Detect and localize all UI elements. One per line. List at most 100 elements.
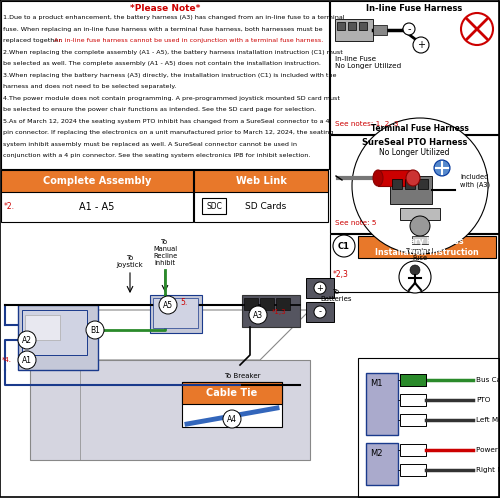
Bar [400,374,426,386]
Bar [390,176,432,204]
Circle shape [159,296,177,314]
Text: Bus Cable: Bus Cable [476,377,500,383]
Bar [1,1,329,169]
Text: -: - [407,24,411,34]
Text: In-line Fuse
No Longer Utilized: In-line Fuse No Longer Utilized [335,56,401,69]
Bar [330,135,499,233]
Bar [330,1,499,134]
Bar [400,208,440,220]
Text: An in-line fuse harness cannot be used in conjunction with a terminal fuse harne: An in-line fuse harness cannot be used i… [54,38,324,43]
Circle shape [333,235,355,257]
Text: Cable Tie: Cable Tie [206,388,258,398]
Bar [348,22,356,30]
Text: pin connector. If replacing the electronics on a unit manufactured prior to Marc: pin connector. If replacing the electron… [3,130,334,135]
Bar [335,19,373,41]
Text: Web Link: Web Link [236,176,286,186]
Circle shape [223,410,241,428]
Text: replaced together.: replaced together. [3,38,66,43]
Bar [378,170,413,186]
Ellipse shape [373,170,383,186]
Circle shape [399,261,431,293]
Bar [306,278,334,298]
Bar [366,373,398,435]
Circle shape [249,306,267,324]
Bar [392,179,402,189]
Circle shape [86,321,104,339]
Bar [306,302,334,322]
Text: be selected as well. The complete assembly (A1 - A5) does not contain the instal: be selected as well. The complete assemb… [3,61,321,66]
Bar [22,310,87,355]
Text: Terminal
Fuse: Terminal Fuse [406,248,434,261]
Text: A4: A4 [227,414,237,423]
Circle shape [410,265,420,275]
Circle shape [18,351,36,369]
Text: SD Cards: SD Cards [246,202,286,211]
Bar [182,382,282,427]
Text: *Please Note*: *Please Note* [130,3,200,12]
Text: 5.As of March 12, 2024 the seating system PTO inhibit has changed from a SureSea: 5.As of March 12, 2024 the seating syste… [3,119,330,124]
Text: *2.: *2. [4,202,15,211]
Text: *2,3: *2,3 [333,269,349,278]
Bar [400,464,426,476]
Bar [244,298,258,310]
Text: M2: M2 [370,449,382,458]
Bar [330,234,499,292]
Text: PTO: PTO [476,397,490,403]
Bar [358,358,499,497]
Text: Power Cable: Power Cable [476,447,500,453]
Bar [242,295,300,327]
Text: be selected to ensure the power chair functions as intended. See the SD card pag: be selected to ensure the power chair fu… [3,107,316,112]
Bar [194,170,328,222]
Text: 1.Due to a product enhancement, the battery harness (A3) has changed from an in-: 1.Due to a product enhancement, the batt… [3,15,344,20]
Ellipse shape [406,170,420,186]
Bar [276,298,290,310]
Text: A5: A5 [163,300,173,309]
Text: +: + [417,40,425,50]
Circle shape [461,13,493,45]
Circle shape [410,216,430,236]
Bar [400,444,426,456]
Text: fuse. When replacing an in-line fuse harness with a terminal fuse harness, both : fuse. When replacing an in-line fuse har… [3,26,322,31]
Text: In-line Fuse Harness: In-line Fuse Harness [366,3,462,12]
Text: Complete Assembly: Complete Assembly [43,176,151,186]
Circle shape [18,331,36,349]
Text: system inhibit assembly must be replaced as well. A SureSeal connector cannot be: system inhibit assembly must be replaced… [3,141,297,146]
Bar [182,382,282,404]
Bar [418,179,428,189]
Bar [400,414,426,426]
Circle shape [434,160,450,176]
Circle shape [314,282,326,294]
Text: To
Manual
Recline
Inhibit: To Manual Recline Inhibit [153,239,177,266]
Bar [366,443,398,485]
Text: Left Motor: Left Motor [476,417,500,423]
Text: 3.When replacing the battery harness (A3) directly, the installation instruction: 3.When replacing the battery harness (A3… [3,73,336,78]
Text: 4.The power module does not contain programming. A pre-programmed joystick mount: 4.The power module does not contain prog… [3,96,340,101]
Bar [358,236,496,258]
Bar [412,236,428,244]
Text: See notes: 1, 2, 3: See notes: 1, 2, 3 [335,121,398,127]
Text: *4.: *4. [2,357,12,363]
Text: 2.When replacing the complete assembly (A1 - A5), the battery harness installati: 2.When replacing the complete assembly (… [3,49,343,54]
Text: A3: A3 [253,310,263,320]
Text: To Breaker: To Breaker [224,373,260,379]
Text: B1: B1 [90,326,100,335]
Bar [153,298,198,328]
Text: To
Joystick: To Joystick [116,255,143,268]
Text: A1: A1 [22,356,32,365]
Text: SDC: SDC [206,202,222,211]
Circle shape [314,306,326,318]
Text: +: + [316,283,324,292]
Text: No Longer Utilized: No Longer Utilized [380,147,450,156]
Text: A1 - A5: A1 - A5 [80,202,114,212]
Text: Terminal Fuse Harness: Terminal Fuse Harness [371,124,469,132]
Bar [150,295,202,333]
Text: To
Batteries: To Batteries [320,288,352,301]
Bar [405,179,415,189]
Bar [400,374,426,386]
Text: A2: A2 [22,336,32,345]
Bar [1,170,193,192]
Text: Included
with (A3): Included with (A3) [460,174,490,188]
Bar [1,170,193,222]
Circle shape [352,118,488,254]
Bar [18,305,98,370]
